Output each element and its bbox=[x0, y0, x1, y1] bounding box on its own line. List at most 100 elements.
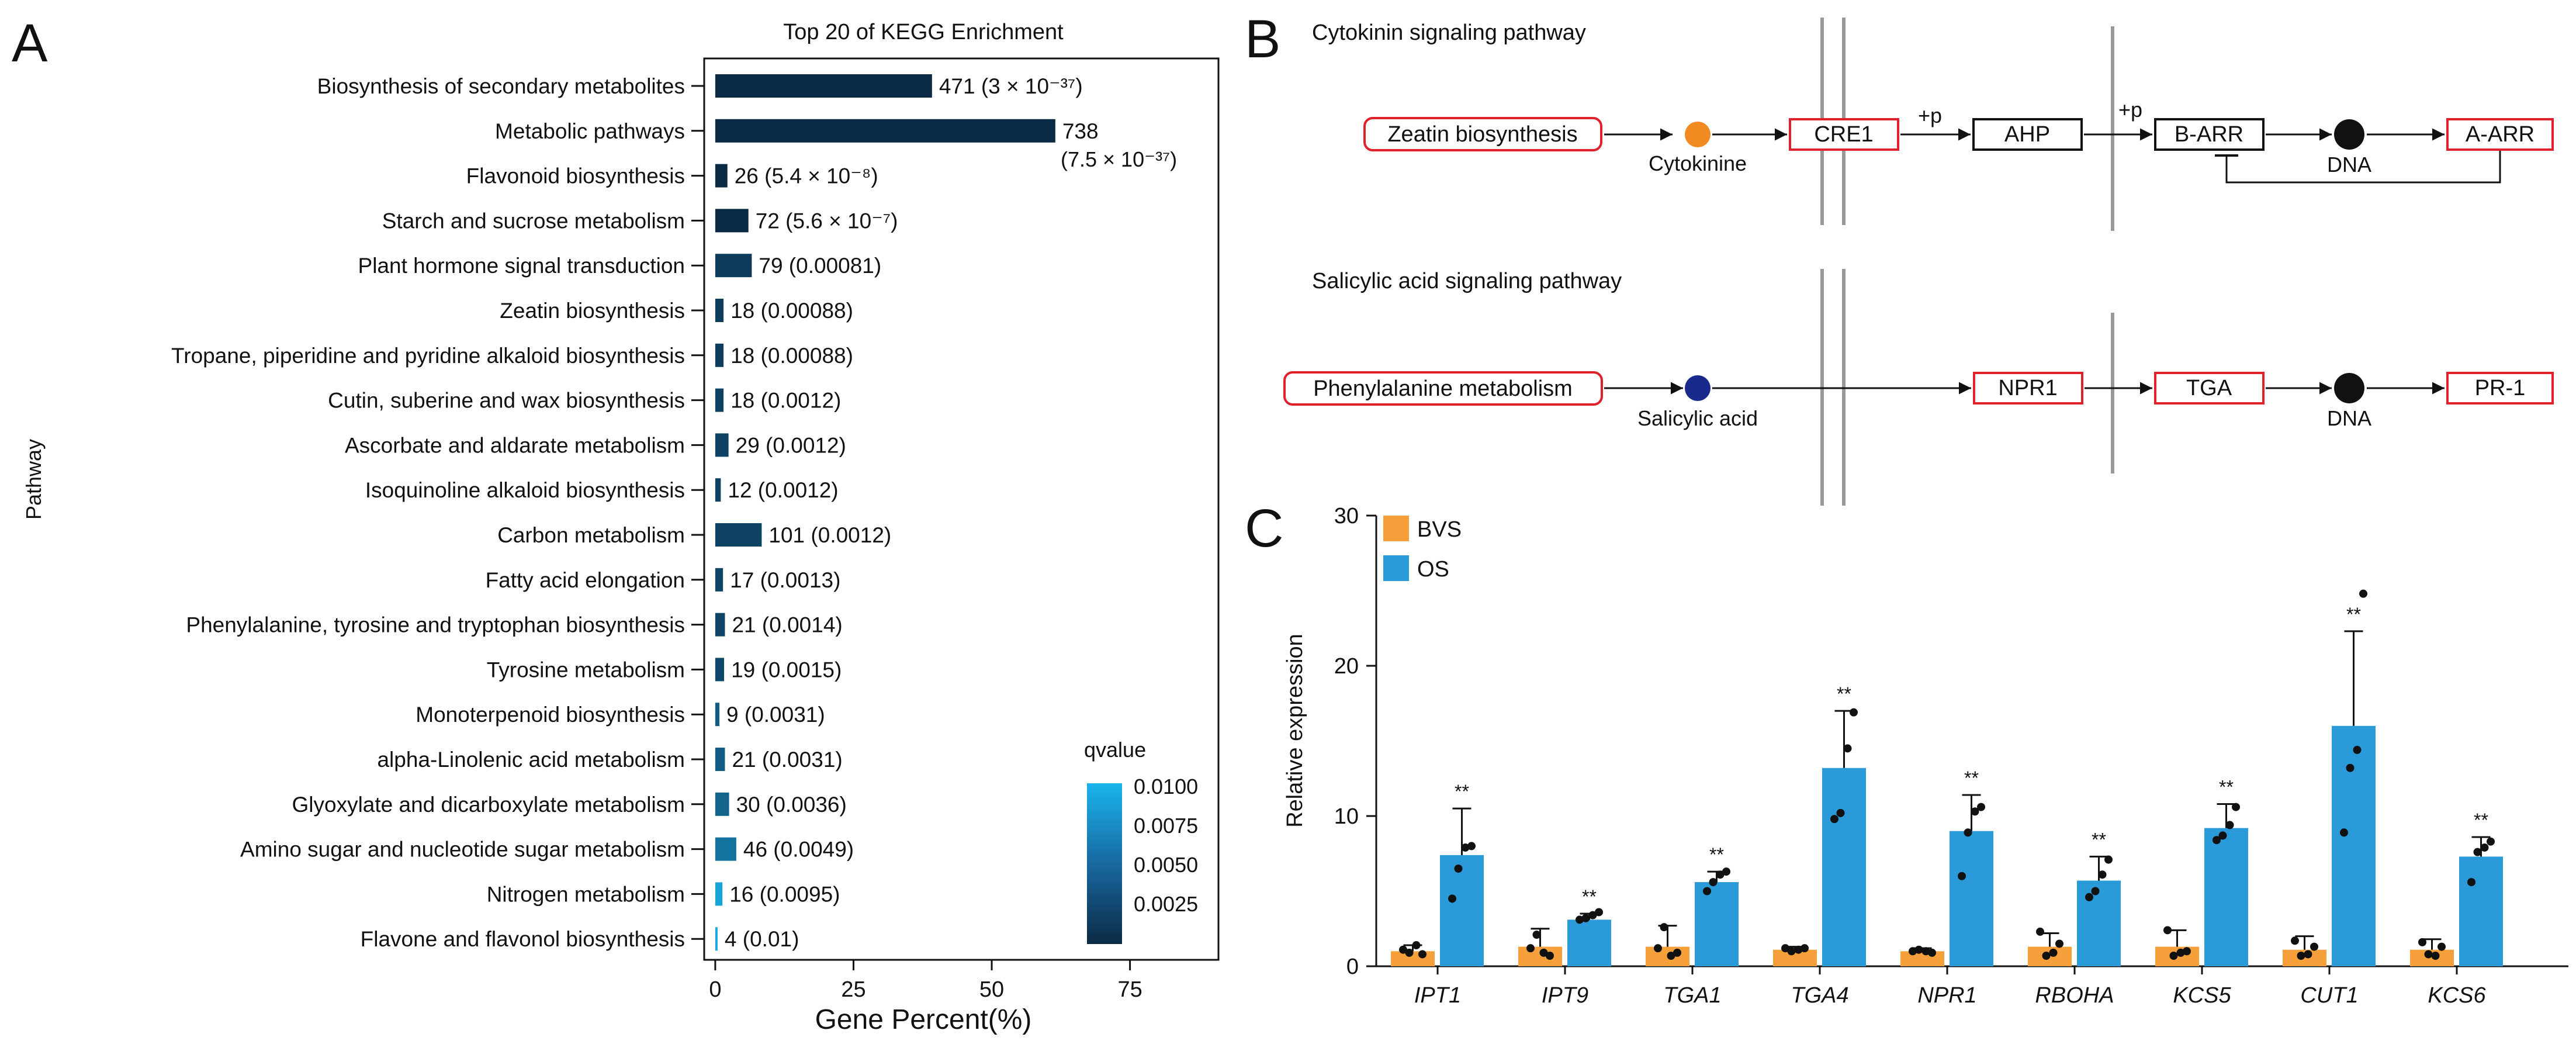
kegg-bar-label: 26 (5.4 × 10⁻⁸) bbox=[735, 164, 878, 188]
legend-swatch-os bbox=[1383, 555, 1409, 581]
npr1-node bbox=[1973, 372, 2083, 405]
data-point bbox=[1971, 807, 1979, 816]
expression-bar bbox=[1695, 882, 1739, 966]
legend-swatch-bvs bbox=[1383, 516, 1409, 541]
phenylalanine-metabolism-node bbox=[1283, 371, 1603, 406]
kegg-bar-label: 17 (0.0013) bbox=[730, 568, 840, 592]
salicylic-acid-label: Salicylic acid bbox=[1637, 406, 1758, 430]
data-point bbox=[1787, 947, 1796, 956]
phenylalanine-metabolism-label: Phenylalanine metabolism bbox=[1313, 376, 1573, 401]
kegg-category-label: Zeatin biosynthesis bbox=[500, 299, 685, 323]
kegg-x-axis-ticks: 0 25 50 75 bbox=[709, 960, 1142, 1002]
data-point bbox=[1909, 947, 1917, 956]
cytokinine-label: Cytokinine bbox=[1649, 151, 1747, 175]
data-point bbox=[1830, 815, 1838, 824]
kegg-bar bbox=[715, 164, 728, 188]
expression-bar bbox=[1822, 768, 1866, 966]
kegg-category-label: alpha-Linolenic acid metabolism bbox=[377, 748, 685, 772]
significance-marker: ** bbox=[1582, 886, 1597, 907]
kegg-x-tick-label: 0 bbox=[709, 977, 721, 1002]
kegg-bar bbox=[715, 748, 725, 771]
kegg-y-axis-title: Pathway bbox=[22, 439, 46, 520]
kegg-bar bbox=[715, 209, 749, 233]
ahp-node bbox=[1972, 118, 2083, 151]
qvalue-legend-tick-label: 0.0100 bbox=[1134, 775, 1198, 798]
expression-y-tick-label: 30 bbox=[1334, 504, 1359, 528]
kegg-category-label: Starch and sucrose metabolism bbox=[382, 209, 685, 233]
kegg-plot-frame bbox=[703, 57, 1220, 961]
kegg-bar bbox=[715, 74, 932, 98]
expression-bars bbox=[1391, 725, 2503, 966]
kegg-bar bbox=[715, 568, 723, 592]
kegg-bar bbox=[715, 299, 724, 322]
data-point bbox=[2467, 878, 2475, 887]
ahp-label: AHP bbox=[2004, 122, 2050, 147]
kegg-bar-labels: 471 (3 × 10⁻³⁷) 738 26 (5.4 × 10⁻⁸) 72 (5.6… bbox=[725, 74, 1099, 951]
kegg-bar bbox=[715, 119, 1055, 143]
kegg-bars bbox=[715, 74, 1055, 951]
data-point bbox=[2218, 831, 2227, 840]
data-point bbox=[1467, 842, 1476, 851]
kegg-bar bbox=[715, 388, 724, 412]
data-point bbox=[1928, 948, 1936, 957]
zeatin-biosynthesis-label: Zeatin biosynthesis bbox=[1387, 122, 1577, 147]
kegg-bar bbox=[715, 254, 752, 278]
barr-node bbox=[2154, 118, 2265, 151]
kegg-category-label: Nitrogen metabolism bbox=[487, 882, 685, 906]
tga-label: TGA bbox=[2186, 376, 2232, 400]
gene-label: NPR1 bbox=[1917, 983, 1976, 1008]
data-point bbox=[2346, 763, 2355, 772]
data-point bbox=[1977, 803, 1985, 811]
kegg-bar-label: 101 (0.0012) bbox=[768, 523, 891, 547]
kegg-bar-label: 21 (0.0031) bbox=[732, 748, 842, 772]
kegg-bar bbox=[715, 658, 725, 682]
kegg-bar bbox=[715, 703, 720, 727]
kegg-category-label: Cutin, suberine and wax biosynthesis bbox=[328, 389, 685, 413]
kegg-category-label: Amino sugar and nucleotide sugar metabol… bbox=[240, 838, 685, 862]
expression-points bbox=[1399, 589, 2495, 960]
kegg-category-label: Tyrosine metabolism bbox=[487, 658, 685, 682]
data-point bbox=[2353, 745, 2362, 754]
data-point bbox=[2098, 870, 2107, 879]
gene-label: TGA4 bbox=[1791, 983, 1848, 1008]
expression-y-tick-label: 10 bbox=[1334, 804, 1359, 829]
significance-marker: ** bbox=[1455, 781, 1469, 802]
kegg-bar-label: 738 bbox=[1062, 119, 1099, 143]
data-point bbox=[1581, 914, 1590, 922]
qvalue-legend-title: qvalue bbox=[1084, 738, 1146, 762]
data-point bbox=[1722, 867, 1730, 876]
kegg-bar-label: 21 (0.0014) bbox=[732, 613, 842, 637]
kegg-bar-label: 12 (0.0012) bbox=[728, 478, 838, 502]
expression-bar bbox=[1567, 919, 1611, 966]
qvalue-legend-tick-label: 0.0075 bbox=[1134, 814, 1198, 838]
significance-marker: ** bbox=[1964, 768, 1979, 789]
kegg-category-label: Phenylalanine, tyrosine and tryptophan b… bbox=[186, 613, 685, 637]
data-point bbox=[2487, 837, 2495, 846]
expression-bar bbox=[2077, 880, 2121, 966]
kegg-x-tick-label: 25 bbox=[841, 977, 865, 1002]
significance-marker: ** bbox=[2092, 829, 2106, 850]
data-point bbox=[2036, 927, 2044, 936]
qvalue-colorbar bbox=[1087, 783, 1122, 944]
zeatin-biosynthesis-node bbox=[1363, 117, 1602, 151]
data-point bbox=[2091, 887, 2100, 896]
kegg-bar bbox=[715, 433, 729, 457]
dna-node bbox=[2334, 373, 2364, 403]
data-point bbox=[2183, 947, 2191, 956]
gene-label: TGA1 bbox=[1663, 983, 1721, 1008]
data-point bbox=[2418, 938, 2426, 946]
kegg-bar bbox=[715, 927, 718, 951]
data-point bbox=[1964, 828, 1972, 837]
data-point bbox=[2437, 942, 2446, 951]
gene-label: IPT9 bbox=[1542, 983, 1588, 1008]
data-point bbox=[2042, 952, 2051, 960]
pr1-label: PR-1 bbox=[2475, 376, 2526, 400]
data-point bbox=[1526, 944, 1535, 953]
expression-y-axis-title: Relative expression bbox=[1283, 634, 1307, 828]
data-point bbox=[1461, 843, 1470, 852]
data-point bbox=[1539, 948, 1548, 957]
qvalue-legend-tick-label: 0.0050 bbox=[1134, 853, 1198, 877]
kegg-bar bbox=[715, 343, 724, 367]
